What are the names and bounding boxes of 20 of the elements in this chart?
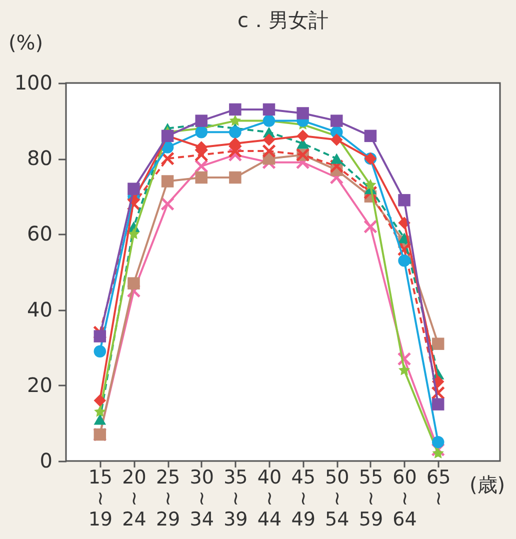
x-tick-label: 25 ≀ 29	[156, 466, 180, 530]
x-tick-label: 15 ≀ 19	[88, 466, 113, 530]
y-axis-title: (%)	[8, 30, 44, 54]
y-tick-label: 60	[27, 222, 52, 246]
x-axis-title: (歳)	[470, 472, 506, 496]
x-tick-label: 50 ≀ 54	[325, 466, 350, 530]
x-tick-label: 35 ≀ 39	[224, 466, 248, 530]
x-tick-label: 55 ≀ 59	[358, 466, 384, 530]
x-tick-label: 30 ≀ 34	[190, 466, 214, 530]
x-tick-label: 65 ≀	[426, 466, 451, 510]
x-tick-label: 40 ≀ 44	[257, 466, 282, 530]
y-tick-label: 0	[40, 448, 52, 472]
y-tick-label: 20	[27, 372, 52, 397]
y-tick-label: 100	[14, 70, 52, 94]
x-tick-label: 20 ≀ 24	[122, 466, 146, 530]
x-tick-label: 45 ≀ 49	[291, 466, 316, 530]
chart-title: c．男女計	[238, 8, 328, 32]
y-tick-label: 40	[27, 297, 52, 322]
x-tick-label: 60 ≀ 64	[392, 466, 417, 530]
y-tick-label: 80	[27, 146, 52, 170]
